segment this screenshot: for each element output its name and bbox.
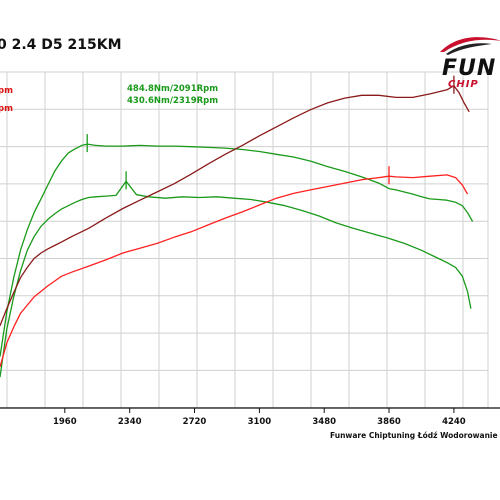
series-line-torque-stock	[0, 180, 472, 378]
x-tick-label: 2720	[183, 417, 207, 427]
x-tick-label: 3100	[248, 417, 272, 427]
x-tick-label: 1960	[53, 417, 77, 427]
logo-sub-text: CHIP	[448, 79, 479, 90]
x-tick-label: 3860	[377, 417, 401, 427]
chart-title: 0 2.4 D5 215KM	[0, 37, 122, 53]
x-axis: 1960 2340 2720 3100 3480 3860 4240	[0, 407, 500, 427]
marker-layer	[86, 75, 455, 190]
x-tick-label: 4240	[442, 417, 466, 427]
series-line-power-tuned	[0, 85, 470, 326]
left-label-top: pm	[0, 86, 13, 96]
left-label-second: pm	[0, 104, 13, 114]
series-line-torque-tuned	[0, 143, 474, 357]
chart-grid	[0, 71, 489, 409]
x-tick-label: 3480	[312, 417, 336, 427]
logo-main-text: FUN	[442, 56, 497, 81]
x-tick-label: 2340	[118, 417, 142, 427]
brand-logo: FUN CHIP	[432, 30, 500, 90]
torque-stock-annotation: 430.6Nm/2319Rpm	[127, 96, 219, 106]
series-line-power-stock	[0, 174, 469, 368]
logo-swoosh-icon	[440, 37, 500, 55]
footer-credit: Funware Chiptuning Łódź Wodorowanie Tel	[330, 431, 500, 440]
torque-tuned-annotation: 484.8Nm/2091Rpm	[127, 84, 219, 94]
series-layer	[0, 85, 474, 378]
